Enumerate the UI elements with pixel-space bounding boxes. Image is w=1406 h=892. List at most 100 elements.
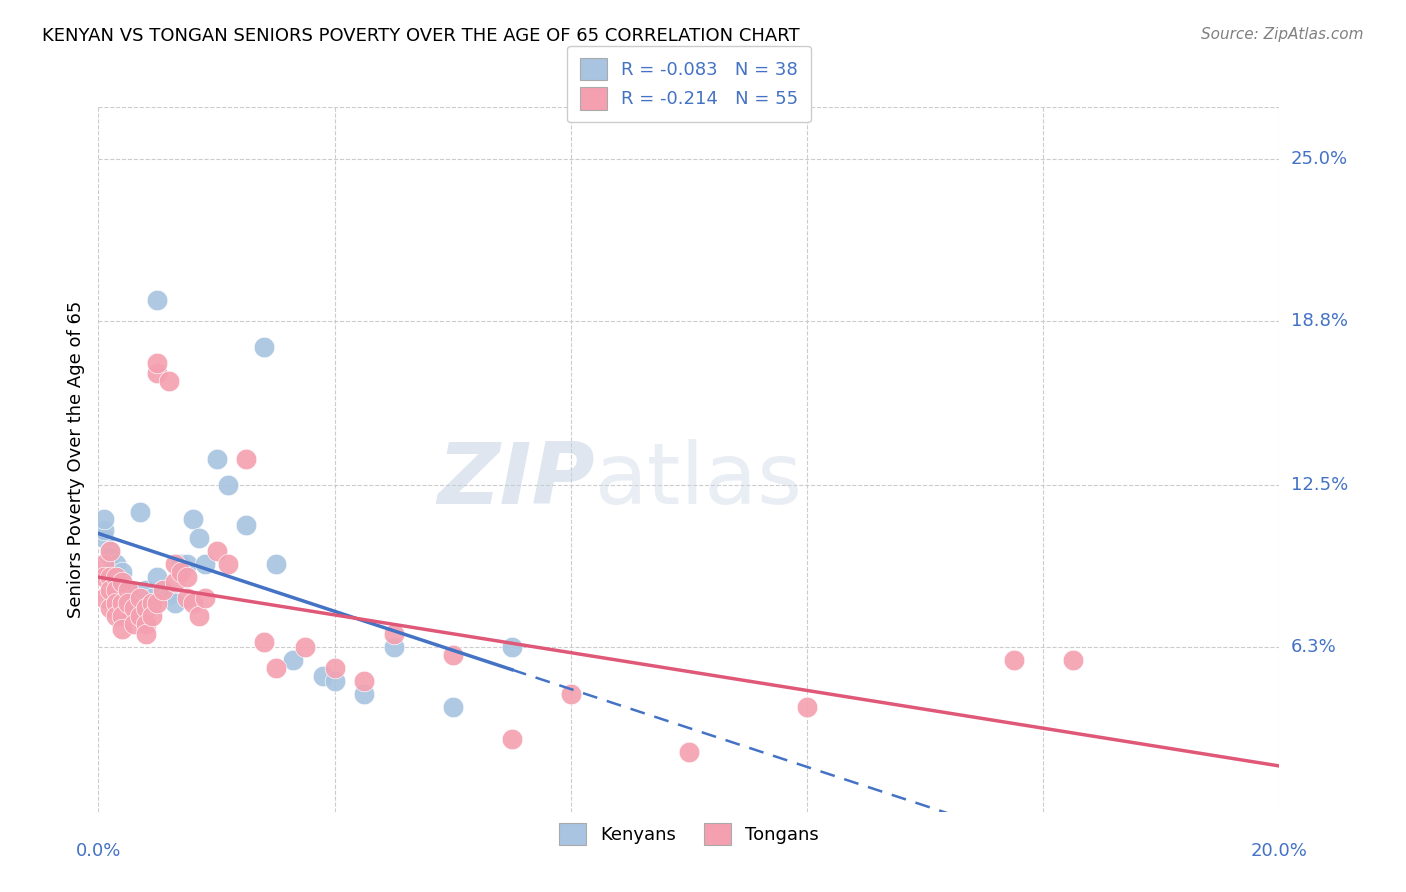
Point — [93, 512, 115, 526]
Point — [796, 700, 818, 714]
Point — [111, 575, 134, 590]
Text: 6.3%: 6.3% — [1291, 639, 1336, 657]
Point — [93, 591, 115, 605]
Legend: Kenyans, Tongans: Kenyans, Tongans — [551, 815, 827, 852]
Text: 0.0%: 0.0% — [76, 842, 121, 860]
Text: atlas: atlas — [595, 439, 803, 522]
Point — [235, 452, 257, 467]
Point — [157, 374, 180, 388]
Point — [93, 523, 115, 537]
Point — [122, 616, 145, 631]
Text: ZIP: ZIP — [437, 439, 595, 522]
Point — [98, 565, 121, 579]
Y-axis label: Seniors Poverty Over the Age of 65: Seniors Poverty Over the Age of 65 — [66, 301, 84, 618]
Point — [117, 596, 139, 610]
Point — [111, 565, 134, 579]
Point — [170, 565, 193, 579]
Point — [382, 627, 405, 641]
Point — [135, 627, 157, 641]
Point — [382, 640, 405, 655]
Text: KENYAN VS TONGAN SENIORS POVERTY OVER THE AGE OF 65 CORRELATION CHART: KENYAN VS TONGAN SENIORS POVERTY OVER TH… — [42, 27, 800, 45]
Point — [128, 609, 150, 624]
Text: Source: ZipAtlas.com: Source: ZipAtlas.com — [1201, 27, 1364, 42]
Point — [146, 293, 169, 308]
Point — [122, 601, 145, 615]
Point — [98, 543, 121, 558]
Point — [157, 588, 180, 602]
Point — [181, 596, 204, 610]
Point — [441, 700, 464, 714]
Point — [111, 622, 134, 636]
Point — [187, 609, 209, 624]
Point — [105, 582, 128, 597]
Point — [135, 601, 157, 615]
Point — [152, 582, 174, 597]
Point — [353, 687, 375, 701]
Point — [205, 543, 228, 558]
Point — [105, 609, 128, 624]
Point — [501, 640, 523, 655]
Point — [98, 570, 121, 584]
Point — [283, 653, 305, 667]
Point — [217, 478, 239, 492]
Point — [323, 674, 346, 689]
Point — [128, 591, 150, 605]
Point — [1002, 653, 1025, 667]
Point — [194, 591, 217, 605]
Point — [105, 570, 128, 584]
Point — [176, 570, 198, 584]
Point — [678, 745, 700, 759]
Text: 18.8%: 18.8% — [1291, 312, 1347, 330]
Point — [312, 669, 335, 683]
Point — [111, 575, 134, 590]
Point — [353, 674, 375, 689]
Point — [93, 531, 115, 545]
Point — [253, 635, 276, 649]
Point — [128, 505, 150, 519]
Text: 12.5%: 12.5% — [1291, 476, 1348, 494]
Point — [187, 531, 209, 545]
Point — [105, 570, 128, 584]
Point — [165, 557, 187, 571]
Point — [264, 661, 287, 675]
Point — [264, 557, 287, 571]
Point — [98, 549, 121, 563]
Point — [146, 356, 169, 370]
Point — [93, 557, 115, 571]
Point — [146, 366, 169, 380]
Point — [501, 731, 523, 746]
Point — [165, 575, 187, 590]
Point — [146, 596, 169, 610]
Point — [98, 543, 121, 558]
Point — [98, 601, 121, 615]
Point — [441, 648, 464, 662]
Point — [117, 582, 139, 597]
Point — [111, 609, 134, 624]
Point — [98, 582, 121, 597]
Point — [141, 596, 163, 610]
Point — [105, 596, 128, 610]
Point — [176, 591, 198, 605]
Point — [323, 661, 346, 675]
Point — [194, 557, 217, 571]
Point — [122, 596, 145, 610]
Point — [217, 557, 239, 571]
Point — [1062, 653, 1084, 667]
Point — [235, 517, 257, 532]
Point — [141, 591, 163, 605]
Point — [93, 570, 115, 584]
Point — [170, 557, 193, 571]
Point — [253, 340, 276, 354]
Point — [135, 582, 157, 597]
Point — [111, 596, 134, 610]
Point — [294, 640, 316, 655]
Point — [141, 609, 163, 624]
Point — [205, 452, 228, 467]
Point — [117, 591, 139, 605]
Point — [152, 582, 174, 597]
Point — [146, 570, 169, 584]
Point — [165, 596, 187, 610]
Point — [117, 582, 139, 597]
Point — [181, 512, 204, 526]
Text: 20.0%: 20.0% — [1251, 842, 1308, 860]
